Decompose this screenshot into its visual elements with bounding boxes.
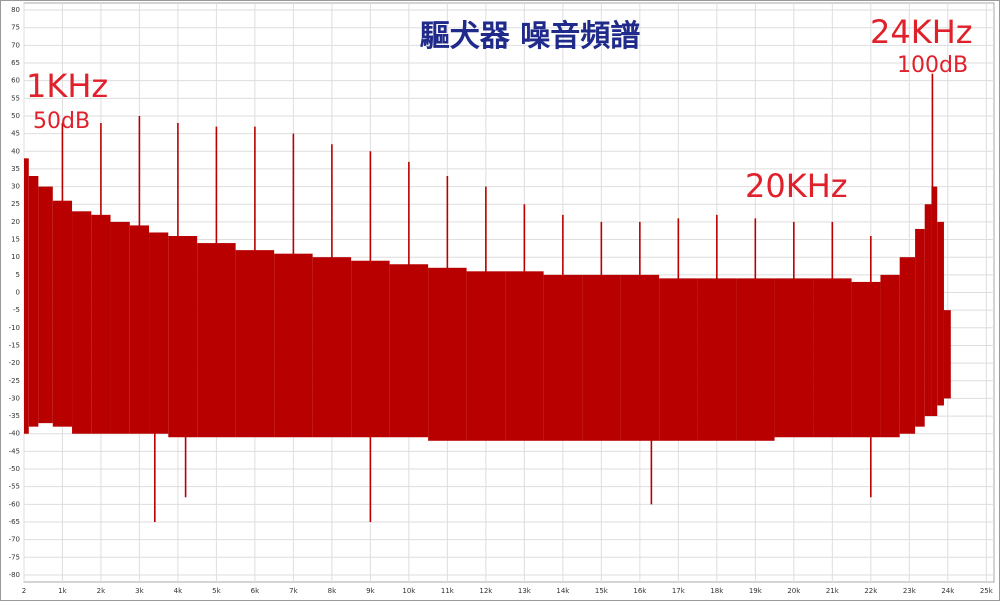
x-tick-label: 9k [366,587,375,595]
noise-band [931,186,938,417]
y-tick-label: 70 [11,41,20,49]
y-tick-label: -35 [9,412,20,420]
y-tick-label: 80 [11,6,20,14]
x-tick-label: 15k [595,587,609,595]
x-tick-label: 19k [749,587,763,595]
y-tick-label: -70 [9,536,20,544]
noise-band [582,274,621,441]
x-tick-label: 21k [826,587,840,595]
y-tick-label: -80 [9,571,20,579]
y-tick-label: -15 [9,341,20,349]
y-tick-label: 30 [11,183,20,191]
chart-title: 驅犬器 噪音頻譜 [420,19,640,54]
noise-band [52,200,73,427]
x-tick-label: 20k [787,587,801,595]
x-tick-label: 10k [402,587,416,595]
y-tick-label: -50 [9,465,20,473]
y-tick-label: 15 [11,236,20,244]
noise-band [28,175,39,427]
x-tick-label: 25k [980,587,994,595]
plot: -80-75-70-65-60-55-50-45-40-35-30-25-20-… [9,2,995,595]
noise-band [110,221,130,434]
x-tick-label: 1k [58,587,67,595]
y-tick-label: -25 [9,377,20,385]
x-tick-label: 5k [212,587,221,595]
y-tick-label: 50 [11,112,20,120]
y-tick-label: -65 [9,518,20,526]
x-tick-label: 6k [251,587,260,595]
y-tick-label: -45 [9,447,20,455]
noise-band [943,310,951,399]
annotation: 50dB [33,109,90,134]
noise-band [505,271,544,441]
y-tick-label: 45 [11,130,20,138]
x-tick-label: 22k [864,587,878,595]
noise-band [659,278,698,441]
noise-band [736,278,775,441]
noise-band [72,211,92,434]
noise-band [937,221,944,406]
noise-band [543,274,583,441]
x-tick-label: 7k [289,587,298,595]
noise-band [851,281,881,438]
noise-band [813,278,852,438]
y-tick-label: 0 [16,289,20,297]
noise-band [38,186,53,424]
noise-band [774,278,814,438]
x-tick-label: 8k [328,587,337,595]
y-tick-label: -60 [9,500,20,508]
noise-band [149,232,169,434]
noise-band [389,264,429,438]
y-tick-label: 40 [11,147,20,155]
x-tick-label: 12k [479,587,493,595]
x-tick-label: 2 [22,587,26,595]
noise-band [899,257,916,434]
x-tick-label: 14k [556,587,570,595]
y-tick-label: -5 [13,306,20,314]
y-tick-label: 10 [11,253,20,261]
y-tick-label: -55 [9,483,20,491]
noise-band [129,225,150,434]
x-tick-label: 24k [941,587,955,595]
noise-band [24,158,29,434]
x-tick-label: 18k [710,587,724,595]
annotation: 1KHz [26,67,108,105]
annotation: 100dB [897,53,968,78]
x-tick-label: 13k [518,587,532,595]
y-tick-label: 20 [11,218,20,226]
y-tick-label: -30 [9,394,20,402]
y-tick-label: 5 [16,271,20,279]
noise-band [91,214,111,434]
annotation: 20KHz [745,167,848,205]
y-tick-label: 25 [11,200,20,208]
x-tick-label: 2k [97,587,106,595]
y-tick-label: -75 [9,553,20,561]
y-tick-label: 65 [11,59,20,67]
x-tick-label: 4k [174,587,183,595]
x-tick-label: 11k [441,587,455,595]
noise-band [915,228,925,427]
y-tick-label: 35 [11,165,20,173]
y-tick-label: -10 [9,324,20,332]
y-tick-label: -40 [9,430,20,438]
noise-band [620,274,660,441]
y-tick-label: 60 [11,77,20,85]
noise-band [168,236,198,438]
noise-band [466,271,506,441]
noise-band [697,278,737,441]
y-tick-label: 55 [11,94,20,102]
y-tick-label: 75 [11,24,20,32]
noise-band [428,267,467,441]
noise-band [880,274,900,438]
x-tick-label: 16k [633,587,647,595]
annotation: 24KHz [870,13,973,51]
x-tick-label: 17k [672,587,686,595]
noise-band [924,204,932,417]
y-tick-label: -20 [9,359,20,367]
x-tick-label: 3k [135,587,144,595]
x-tick-label: 23k [903,587,917,595]
